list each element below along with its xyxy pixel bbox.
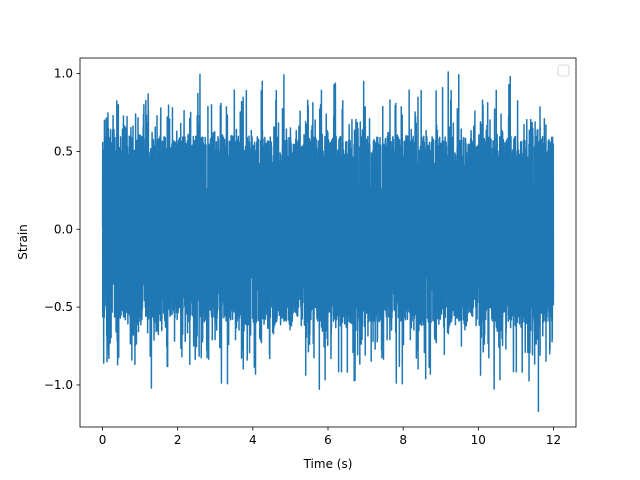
x-tick-label: 6 <box>324 433 332 447</box>
y-axis-label: Strain <box>16 224 30 260</box>
strain-series-line <box>101 71 555 413</box>
x-tick-label: 12 <box>546 433 561 447</box>
y-tick-label: −0.5 <box>44 300 73 314</box>
series-layer <box>101 71 555 413</box>
y-tick-label: 0.0 <box>54 222 73 236</box>
x-tick-label: 4 <box>249 433 257 447</box>
legend-box <box>557 64 570 77</box>
x-axis-label: Time (s) <box>303 457 353 471</box>
x-axis-ticks: 0 2 4 6 8 10 12 <box>99 427 561 447</box>
y-tick-label: 1.0 <box>54 67 73 81</box>
x-tick-label: 2 <box>174 433 182 447</box>
x-tick-label: 0 <box>99 433 107 447</box>
y-tick-label: −1.0 <box>44 378 73 392</box>
x-tick-label: 8 <box>399 433 407 447</box>
x-tick-label: 10 <box>471 433 486 447</box>
y-axis-ticks: −1.0 −0.5 0.0 0.5 1.0 <box>44 67 80 392</box>
y-tick-label: 0.5 <box>54 144 73 158</box>
